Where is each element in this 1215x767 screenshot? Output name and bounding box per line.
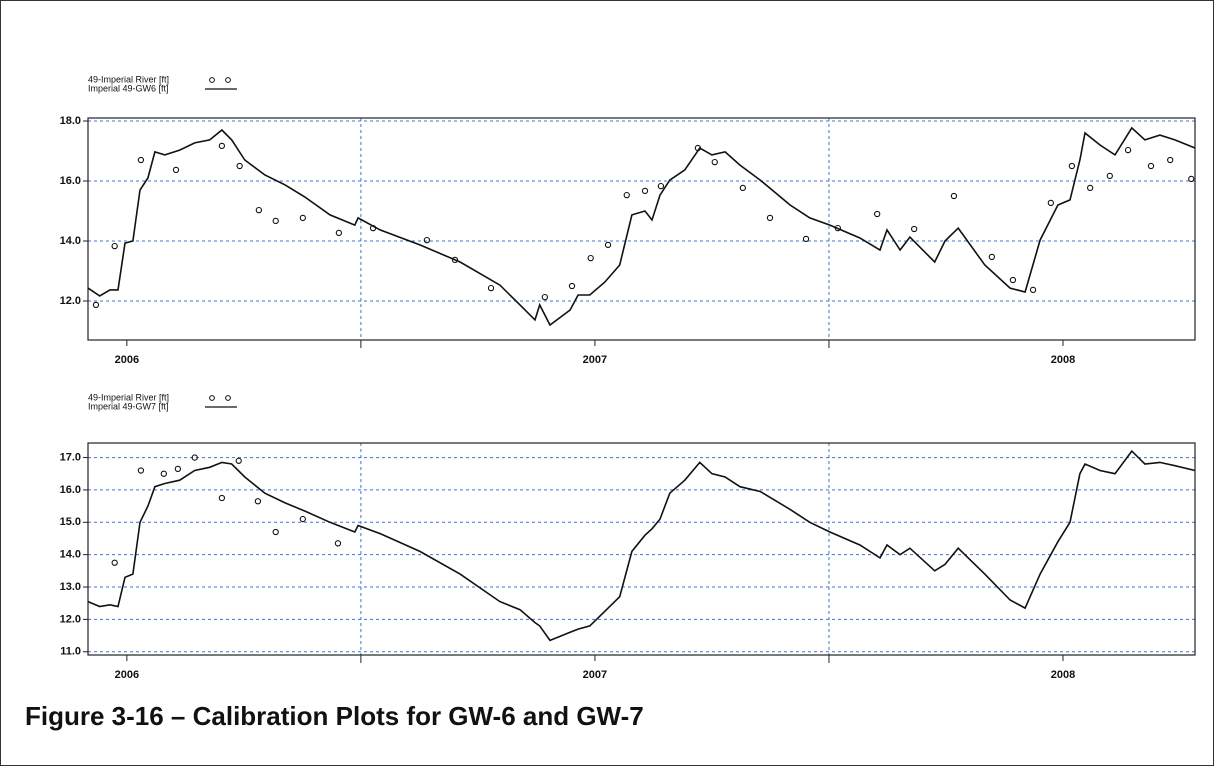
y-tick-label: 14.0 [60, 549, 81, 561]
figure-title: Figure 3-16 – Calibration Plots for GW-6… [25, 701, 644, 731]
data-point [950, 192, 958, 200]
legend-label: Imperial 49-GW6 [ft] [88, 83, 169, 93]
y-tick-label: 15.0 [60, 516, 81, 528]
data-point [334, 540, 342, 547]
data-point [1068, 162, 1076, 170]
data-point [1047, 199, 1054, 207]
data-point [911, 225, 918, 233]
y-tick-label: 17.0 [60, 451, 81, 463]
data-point [218, 142, 226, 150]
data-line [87, 126, 1196, 327]
data-point [1167, 156, 1174, 164]
data-point [236, 162, 243, 170]
data-point [604, 241, 612, 249]
data-point [255, 206, 262, 214]
plot-area [88, 443, 1195, 655]
data-point [254, 498, 262, 505]
data-point [451, 256, 459, 264]
data-point [802, 235, 810, 243]
y-tick-label: 14.0 [60, 235, 81, 247]
y-tick-label: 13.0 [60, 581, 81, 593]
data-point [1087, 184, 1094, 192]
data-point [641, 187, 649, 195]
data-point [235, 457, 242, 464]
data-point [137, 156, 145, 164]
y-tick-label: 11.0 [60, 646, 81, 658]
data-point [1124, 146, 1132, 154]
data-point [137, 467, 145, 474]
data-point [172, 166, 180, 174]
data-point [587, 254, 594, 262]
x-tick-label: 2006 [115, 354, 139, 366]
data-point [160, 470, 167, 477]
data-point [272, 217, 279, 225]
data-point [111, 242, 118, 250]
y-tick-label: 12.0 [60, 295, 81, 307]
legend-label: Imperial 49-GW7 [ft] [88, 401, 169, 411]
legend-symbol [209, 395, 215, 401]
data-point [272, 528, 279, 536]
x-tick-label: 2006 [115, 669, 139, 681]
plot-area [88, 118, 1195, 340]
legend-symbol [225, 77, 231, 83]
plot-frame [87, 442, 1196, 656]
legend-symbol [209, 77, 215, 83]
chart: 12.0 14.0 16.0 18.0 2006 2007 2008 49-Imperial … [60, 74, 1196, 366]
data-point [568, 282, 576, 290]
data-point [739, 184, 746, 192]
data-point [174, 465, 182, 473]
data-point [1106, 172, 1113, 180]
data-point [541, 293, 548, 301]
data-point [766, 214, 774, 222]
data-point [657, 182, 665, 190]
data-point [1147, 162, 1155, 170]
x-tick-label: 2008 [1051, 669, 1075, 681]
data-point [487, 284, 495, 292]
y-tick-label: 18.0 [60, 115, 81, 127]
data-point [335, 229, 343, 237]
data-point [988, 253, 996, 261]
x-tick-label: 2007 [583, 354, 607, 366]
y-tick-label: 16.0 [60, 484, 81, 496]
data-point [191, 454, 198, 461]
data-point [1009, 276, 1017, 284]
data-point [623, 191, 630, 199]
y-tick-label: 12.0 [60, 613, 81, 625]
data-point [92, 301, 100, 309]
legend-label: 49-Imperial River [ft] [88, 392, 169, 402]
data-point [299, 515, 306, 523]
data-point [1188, 175, 1195, 183]
legend-symbol [225, 395, 231, 401]
data-point [218, 494, 226, 502]
data-point [299, 214, 306, 222]
data-point [874, 210, 881, 218]
data-point [423, 236, 431, 244]
x-tick-label: 2007 [583, 669, 607, 681]
data-point [711, 158, 718, 166]
data-point [1029, 286, 1037, 294]
x-tick-label: 2008 [1051, 354, 1075, 366]
chart: 11.0 12.0 13.0 14.0 15.0 16.0 17.0 2006 2007 2008… [60, 392, 1196, 681]
plot-frame [87, 117, 1196, 341]
legend-label: 49-Imperial River [ft] [88, 74, 169, 84]
y-tick-label: 16.0 [60, 175, 81, 187]
data-point [111, 559, 118, 566]
data-line [87, 449, 1196, 642]
